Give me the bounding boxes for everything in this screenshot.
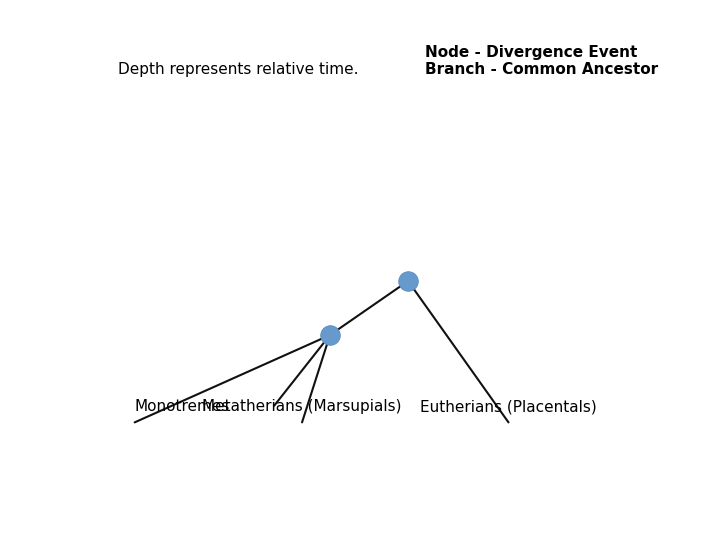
Text: Metatherians (Marsupials): Metatherians (Marsupials) (202, 399, 402, 414)
Point (402, 276, 414, 285)
Point (324, 330, 336, 340)
Text: Depth represents relative time.: Depth represents relative time. (118, 62, 359, 77)
Text: Node - Divergence Event
Branch - Common Ancestor: Node - Divergence Event Branch - Common … (425, 45, 658, 77)
Text: Eutherians (Placentals): Eutherians (Placentals) (420, 399, 597, 414)
Text: Monotremes: Monotremes (135, 399, 230, 414)
